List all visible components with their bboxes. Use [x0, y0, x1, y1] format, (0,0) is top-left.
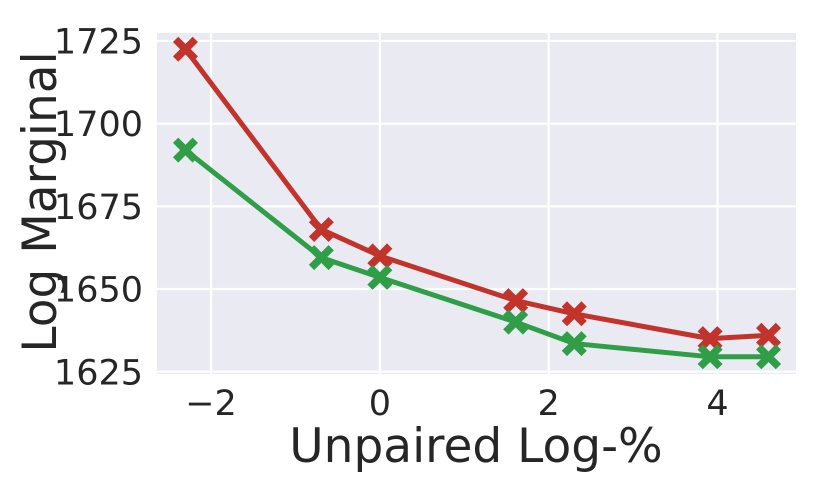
green-series-marker-4: [561, 331, 587, 357]
red-series-marker-5: [697, 326, 723, 352]
x-tick-label-4: 4: [706, 384, 728, 424]
red-series-marker-4: [561, 301, 587, 327]
y-tick-label-1675: 1675: [54, 188, 143, 228]
red-series-marker-2: [367, 243, 393, 269]
green-series-marker-0: [172, 137, 198, 163]
green-series-marker-3: [503, 309, 529, 335]
red-series-marker-6: [756, 322, 782, 348]
red-series-marker-0: [172, 36, 198, 62]
x-tick-label--2: −2: [185, 384, 237, 424]
green-series-marker-6: [756, 344, 782, 370]
y-tick-label-1625: 1625: [54, 353, 143, 393]
x-tick-label-0: 0: [369, 384, 391, 424]
red-series-marker-3: [503, 288, 529, 314]
y-tick-label-1700: 1700: [54, 105, 143, 145]
y-tick-label-1725: 1725: [54, 23, 143, 63]
x-axis-label: Unpaired Log-%: [289, 419, 662, 474]
red-series-marker-1: [308, 216, 334, 242]
series-group: [172, 36, 782, 370]
tick-labels: 1625 1650 1675 1700 1725 −2 0 2 4: [54, 23, 729, 424]
y-tick-label-1650: 1650: [54, 271, 143, 311]
x-tick-label-2: 2: [538, 384, 560, 424]
green-series-marker-5: [697, 344, 723, 370]
plot-area: [157, 33, 796, 374]
green-series-marker-2: [367, 264, 393, 290]
green-series-marker-1: [308, 245, 334, 271]
y-axis-label: Log Marginal: [13, 51, 68, 352]
